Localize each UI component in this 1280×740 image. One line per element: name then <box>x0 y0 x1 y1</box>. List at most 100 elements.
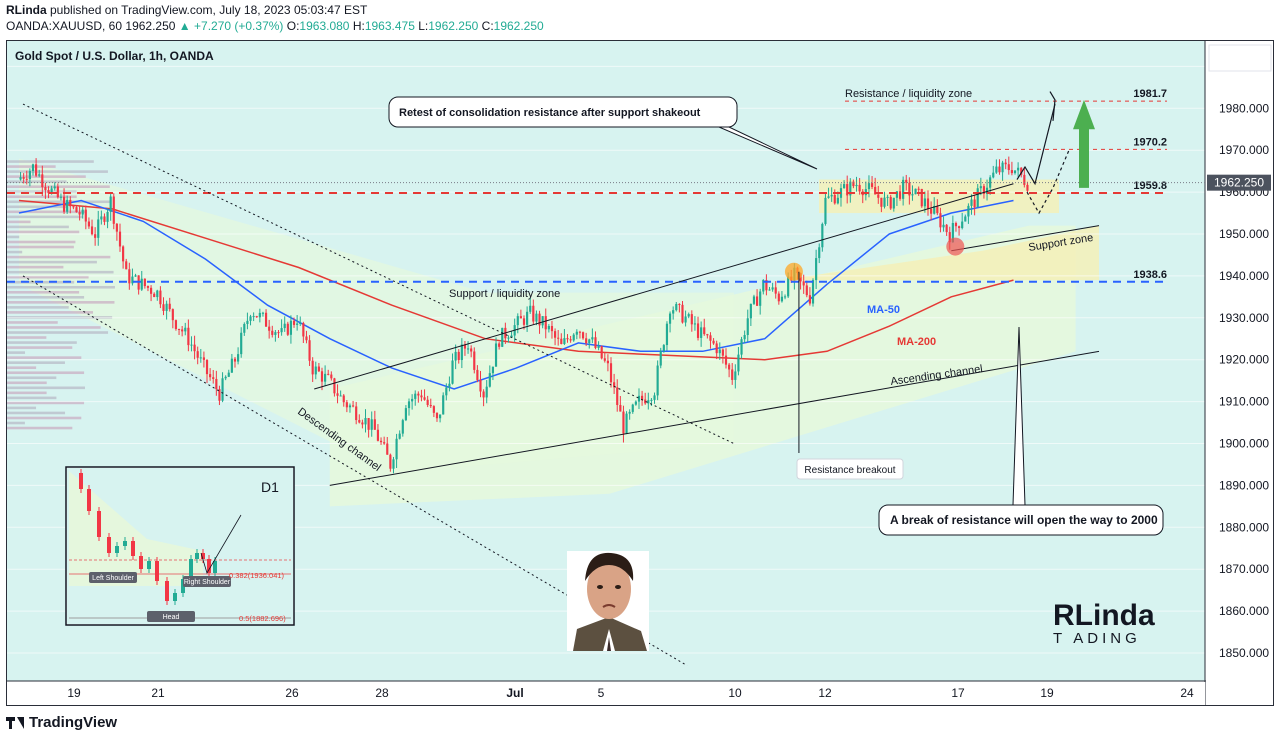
candle-body <box>106 211 109 222</box>
candle-body <box>637 395 641 402</box>
volume-profile-bar <box>7 361 65 364</box>
candle-body <box>923 198 926 207</box>
candle-body <box>777 293 780 302</box>
chart-panel[interactable]: 1850.000 1860.000 1870.000 1880.000 1890.000… <box>6 40 1274 706</box>
inset-candle-body <box>189 559 193 579</box>
logo-mark: RLinda <box>1053 599 1155 632</box>
symbol-label: OANDA:XAUUSD, 60 <box>6 19 123 33</box>
candle-body <box>218 389 221 401</box>
last-price: 1962.250 <box>125 19 176 33</box>
candle-body <box>184 327 187 332</box>
candle-body <box>162 304 165 311</box>
candle-body <box>995 166 998 173</box>
portrait-mouth <box>602 604 616 608</box>
price-axis-label: 1900.000 <box>1219 437 1269 451</box>
portrait-face <box>587 559 631 619</box>
candle-body <box>724 355 728 365</box>
candle-body <box>898 191 902 199</box>
candle-body <box>855 184 858 187</box>
candle-body <box>647 400 650 404</box>
candle-body <box>572 334 575 341</box>
volume-profile-bar <box>7 396 57 400</box>
candle-body <box>982 186 986 194</box>
resistance-zone-box <box>819 179 1059 214</box>
candle-body <box>979 186 982 189</box>
inset-candle-body <box>195 553 199 559</box>
candle-body <box>709 335 712 341</box>
candle-body <box>762 279 765 292</box>
candle-body <box>541 316 544 326</box>
candle-body <box>268 326 271 331</box>
candle-body <box>35 164 38 176</box>
candle-body <box>942 224 945 228</box>
support-zone-trendline <box>951 225 1100 252</box>
candle-body <box>510 335 513 338</box>
volume-profile-bar <box>7 240 76 244</box>
candle-body <box>553 331 557 338</box>
candle-body <box>109 196 112 212</box>
candle-body <box>662 345 665 352</box>
bullish-arrow-icon <box>1073 99 1095 188</box>
candle-body <box>190 344 193 346</box>
candle-body <box>417 393 420 396</box>
volume-profile-bar <box>7 421 25 425</box>
candle-body <box>274 332 277 335</box>
candle-body <box>818 247 821 259</box>
candle-body <box>581 332 585 339</box>
candle-body <box>703 327 706 335</box>
volume-profile-bar <box>7 225 69 229</box>
volume-profile-bar <box>7 255 111 259</box>
candle-body <box>870 183 874 187</box>
candle-body <box>25 178 28 180</box>
candle-body <box>97 219 100 238</box>
tradingview-icon <box>6 716 24 729</box>
candle-body <box>544 316 547 330</box>
candle-body <box>771 287 774 290</box>
inset-candle-body <box>207 559 211 573</box>
candle-body <box>755 296 759 306</box>
inset-candle-body <box>107 537 111 553</box>
candle-body <box>811 280 815 304</box>
candle-body <box>264 312 268 327</box>
candle-body <box>712 340 715 344</box>
candle-body <box>715 343 718 354</box>
candle-body <box>672 310 675 314</box>
resistance-zone-label: Resistance / liquidity zone <box>845 88 972 100</box>
inset-pattern-label: Head <box>163 614 180 621</box>
candle-body <box>445 387 448 396</box>
candle-body <box>880 197 883 207</box>
close-label: C: <box>481 19 494 33</box>
candle-body <box>498 343 501 347</box>
shakeout-marker <box>946 237 965 256</box>
candle-body <box>47 190 50 194</box>
price-chart[interactable]: 1850.000 1860.000 1870.000 1880.000 1890.000… <box>7 41 1273 705</box>
candle-body <box>992 172 995 178</box>
candle-body <box>616 387 619 406</box>
volume-profile-bar <box>7 260 97 264</box>
candle-body <box>442 395 445 415</box>
candle-body <box>159 290 162 305</box>
descending-channel-upper <box>22 103 734 444</box>
candle-body <box>519 316 522 319</box>
candle-body <box>361 422 364 425</box>
candle-body <box>383 442 386 444</box>
tradingview-brand: TradingView <box>29 714 118 731</box>
candle-body <box>1001 162 1004 173</box>
candle-body <box>237 354 240 362</box>
candle-body <box>168 303 171 310</box>
breakout-callout-text: A break of resistance will open the way … <box>890 513 1158 527</box>
candle-body <box>684 316 687 323</box>
candle-body <box>908 182 911 196</box>
candle-body <box>215 378 218 390</box>
volume-profile-bar <box>7 170 108 173</box>
volume-profile-bar <box>7 215 83 219</box>
close-value: 1962.250 <box>493 19 544 33</box>
price-axis-label: 1940.000 <box>1219 269 1269 283</box>
inset-candle-body <box>147 561 151 569</box>
breakout-callout-box <box>878 504 1164 536</box>
candle-body <box>634 401 637 405</box>
candle-body <box>491 366 495 374</box>
candle-body <box>656 365 659 396</box>
candle-body <box>631 404 634 412</box>
